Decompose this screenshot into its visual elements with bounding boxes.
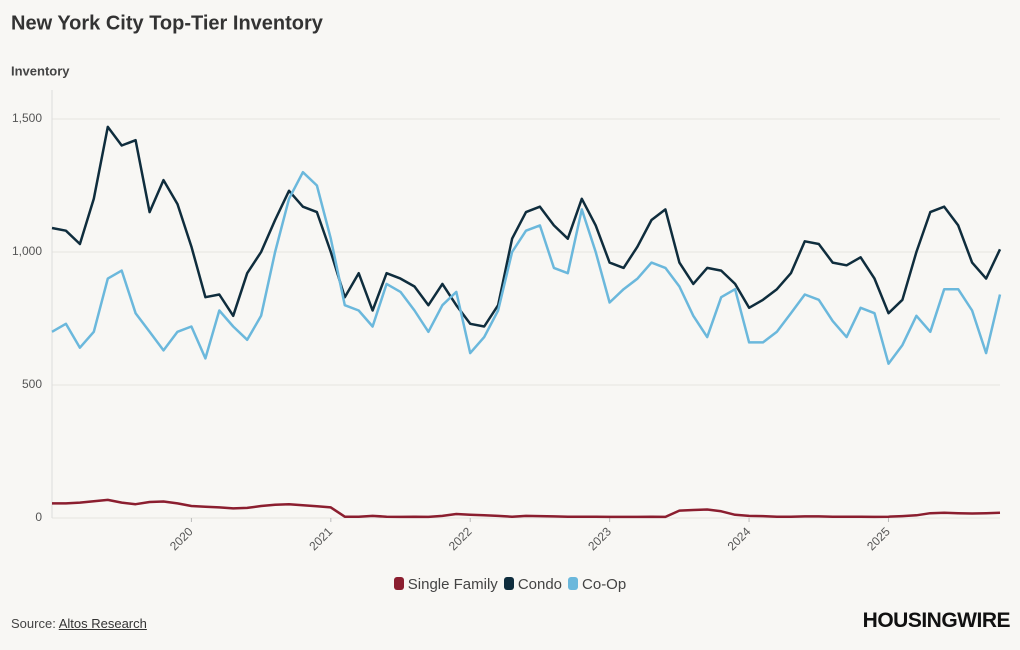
series-line (51, 170, 1002, 365)
legend-swatch (393, 577, 404, 590)
chart-title: New York City Top-Tier Inventory (11, 12, 324, 34)
y-tick-label: 1,000 (12, 244, 42, 258)
x-tick-label: 2025 (864, 524, 893, 553)
source-label: Source: (11, 616, 56, 631)
series-line (51, 125, 1002, 328)
legend-label: Co-Op (582, 576, 627, 593)
legend: Single Family Condo Co-Op (0, 576, 1020, 593)
legend-item: Co-Op (568, 576, 626, 593)
x-tick-label: 2023 (585, 524, 614, 553)
y-tick-label: 500 (22, 377, 42, 391)
legend-label: Condo (517, 576, 563, 593)
chart: New York City Top-Tier Inventory Invento… (11, 12, 1002, 553)
legend-swatch (568, 577, 579, 590)
legend-swatch (503, 577, 514, 590)
x-tick-label: 2020 (167, 524, 196, 553)
x-tick-label: 2022 (446, 524, 475, 553)
source-link[interactable]: Altos Research (58, 616, 147, 631)
series-line (52, 498, 1001, 519)
x-tick-label: 2021 (306, 524, 335, 553)
legend-item: Single Family (393, 576, 498, 593)
legend-item: Condo (503, 576, 563, 593)
y-axis-title: Inventory (11, 63, 70, 78)
x-tick-label: 2024 (725, 524, 754, 553)
y-tick-label: 0 (35, 510, 42, 524)
source: Source: Altos Research (11, 616, 147, 631)
logo: HOUSINGWIRE (862, 609, 1011, 632)
legend-label: Single Family (407, 576, 498, 593)
y-tick-label: 1,500 (12, 111, 42, 125)
